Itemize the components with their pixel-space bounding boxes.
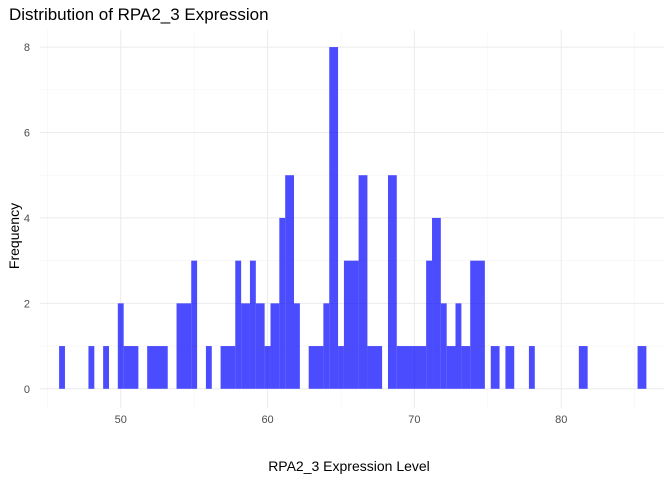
histogram-bar: [147, 346, 168, 389]
histogram-bar: [455, 303, 462, 389]
histogram-bar: [358, 175, 368, 389]
y-tick-label: 4: [24, 213, 30, 225]
y-axis-title: Frequency: [6, 203, 22, 269]
histogram-bar: [505, 346, 515, 389]
y-tick-label: 8: [24, 42, 30, 54]
x-tick-label: 60: [261, 414, 273, 426]
histogram-bar: [323, 303, 330, 389]
histogram-bar: [220, 346, 236, 389]
histogram-bar: [637, 346, 647, 389]
histogram-bar: [205, 346, 212, 389]
histogram-bar: [279, 217, 286, 389]
histogram-bar: [578, 346, 588, 389]
x-tick-label: 80: [555, 414, 567, 426]
histogram-bar: [470, 260, 485, 389]
histogram-bar: [270, 303, 280, 389]
histogram-bar: [249, 260, 256, 389]
histogram-bar: [338, 346, 344, 389]
histogram-bar: [59, 346, 65, 389]
axis-ticks: 50 60 70 80 0 2 4 6 8: [24, 42, 567, 426]
histogram-bar: [191, 260, 198, 389]
histogram-bar: [264, 346, 271, 389]
histogram-bar: [432, 217, 441, 389]
x-tick-label: 70: [408, 414, 420, 426]
histogram-bar: [440, 303, 447, 389]
histogram-bar: [396, 346, 427, 389]
histogram-bar: [367, 346, 383, 389]
histogram-bar: [235, 260, 242, 389]
histogram-bar: [241, 303, 250, 389]
histogram-bar: [285, 175, 295, 389]
chart-title: Distribution of RPA2_3 Expression: [9, 5, 269, 24]
histogram-bar: [528, 346, 535, 389]
histogram-bar: [490, 346, 500, 389]
y-tick-label: 6: [24, 128, 30, 140]
histogram-bar: [461, 346, 471, 389]
x-axis-title: RPA2_3 Expression Level: [268, 458, 430, 474]
histogram-bar: [123, 346, 139, 389]
y-tick-label: 2: [24, 298, 30, 310]
histogram-bar: [446, 346, 456, 389]
histogram-bar: [176, 303, 192, 389]
histogram-bar: [387, 175, 397, 389]
histogram-bar: [255, 303, 265, 389]
histogram-bars: [59, 47, 647, 389]
histogram-bar: [308, 346, 324, 389]
histogram-bar: [88, 346, 95, 389]
histogram-bar: [117, 303, 124, 389]
histogram-bar: [103, 346, 110, 389]
histogram-bar: [426, 260, 433, 389]
histogram-bar: [329, 47, 339, 389]
histogram-bar: [294, 303, 300, 389]
x-tick-label: 50: [115, 414, 127, 426]
y-tick-label: 0: [24, 384, 30, 396]
histogram-bar: [343, 260, 359, 389]
